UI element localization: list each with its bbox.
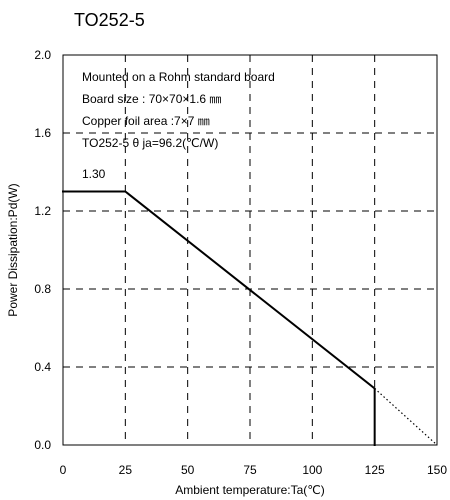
extrapolation-line xyxy=(374,388,438,446)
y-tick-label-1-6: 1.6 xyxy=(34,126,51,140)
x-tick-label-50: 50 xyxy=(181,463,195,477)
value-label-1-30: 1.30 xyxy=(82,167,106,181)
y-tick-label-1-2: 1.2 xyxy=(34,204,51,218)
series-layer xyxy=(62,190,438,446)
x-tick-label-100: 100 xyxy=(302,463,322,477)
plot-frame xyxy=(62,54,438,446)
annotation-line-2: Board size : 70×70×1.6 ㎜ xyxy=(82,92,221,106)
x-tick-label-150: 150 xyxy=(427,463,447,477)
x-tick-label-25: 25 xyxy=(119,463,133,477)
ticks-layer: 0 25 50 75 100 125 150 0.0 0.4 0.8 1.2 1.6 2.0 xyxy=(34,48,447,477)
x-tick-label-0: 0 xyxy=(60,463,67,477)
x-tick-label-75: 75 xyxy=(243,463,257,477)
annotation-group: Mounted on a Rohm standard board Board s… xyxy=(82,70,275,181)
annotation-line-3: Copper foil area :7×7 ㎜ xyxy=(82,114,210,128)
annotation-line-1: Mounted on a Rohm standard board xyxy=(82,70,275,84)
annotation-line-4: TO252-5 θ ja=96.2(℃/W) xyxy=(82,136,218,150)
y-tick-label-2: 2.0 xyxy=(34,48,51,62)
y-axis-label: Power Dissipation:Pd(W) xyxy=(6,183,20,316)
chart-title: TO252-5 xyxy=(74,10,145,30)
x-axis-label: Ambient temperature:Ta(℃) xyxy=(175,483,325,497)
series-line-pd xyxy=(62,190,376,446)
y-tick-label-0: 0.0 xyxy=(34,438,51,452)
y-tick-label-0-4: 0.4 xyxy=(34,360,51,374)
x-tick-label-125: 125 xyxy=(365,463,385,477)
y-tick-label-0-8: 0.8 xyxy=(34,282,51,296)
